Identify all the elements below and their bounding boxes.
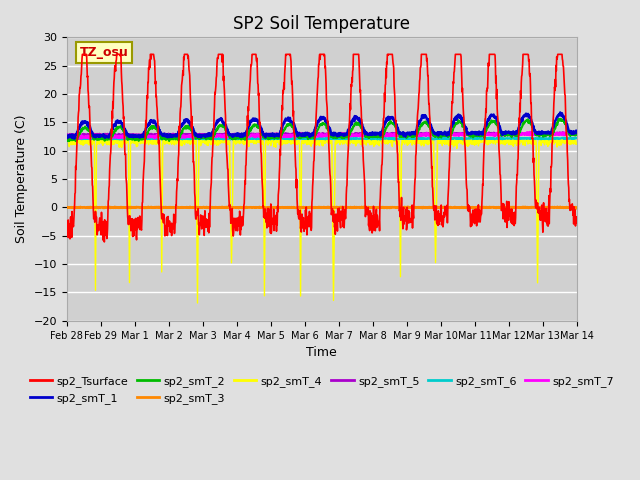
Y-axis label: Soil Temperature (C): Soil Temperature (C) <box>15 115 28 243</box>
X-axis label: Time: Time <box>307 346 337 359</box>
Text: TZ_osu: TZ_osu <box>79 46 128 59</box>
Title: SP2 Soil Temperature: SP2 Soil Temperature <box>233 15 410 33</box>
Legend: sp2_Tsurface, sp2_smT_1, sp2_smT_2, sp2_smT_3, sp2_smT_4, sp2_smT_5, sp2_smT_6, : sp2_Tsurface, sp2_smT_1, sp2_smT_2, sp2_… <box>25 372 618 408</box>
